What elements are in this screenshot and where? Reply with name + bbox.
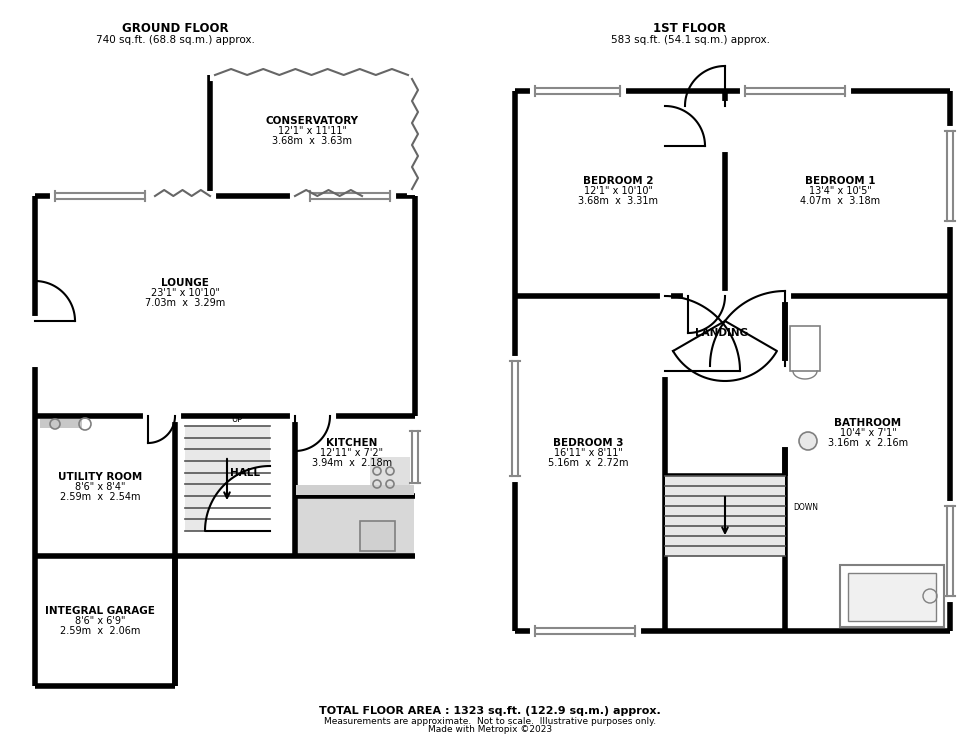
Text: 12'11" x 7'2": 12'11" x 7'2"	[320, 448, 383, 458]
Text: UP: UP	[231, 415, 243, 424]
Text: BEDROOM 3: BEDROOM 3	[553, 438, 623, 448]
Bar	[370, 457, 410, 492]
Text: LOUNGE: LOUNGE	[161, 278, 209, 288]
Bar	[360, 521, 395, 551]
Text: 23'1" x 10'10": 23'1" x 10'10"	[151, 288, 220, 298]
Text: TOTAL FLOOR AREA : 1323 sq.ft. (122.9 sq.m.) approx.: TOTAL FLOOR AREA : 1323 sq.ft. (122.9 sq…	[319, 706, 661, 716]
Text: KITCHEN: KITCHEN	[326, 438, 377, 448]
Text: 3.16m  x  2.16m: 3.16m x 2.16m	[828, 438, 908, 448]
Text: 12'1" x 11'11": 12'1" x 11'11"	[277, 126, 347, 136]
Polygon shape	[673, 321, 777, 381]
Text: 5.16m  x  2.72m: 5.16m x 2.72m	[548, 458, 628, 468]
Text: UTILITY ROOM: UTILITY ROOM	[58, 472, 142, 482]
Text: 8'6" x 8'4": 8'6" x 8'4"	[74, 482, 125, 492]
Bar	[185, 426, 270, 531]
Bar	[296, 497, 414, 555]
Text: 1ST FLOOR: 1ST FLOOR	[654, 23, 726, 35]
Bar	[296, 485, 414, 495]
Bar	[360, 521, 395, 551]
Text: GROUND FLOOR: GROUND FLOOR	[122, 23, 228, 35]
Circle shape	[799, 432, 817, 450]
Text: 3.68m  x  3.31m: 3.68m x 3.31m	[578, 196, 658, 206]
Bar	[790, 326, 820, 371]
Text: Made with Metropix ©2023: Made with Metropix ©2023	[428, 725, 552, 734]
Text: 12'1" x 10'10": 12'1" x 10'10"	[583, 186, 653, 196]
Text: 2.59m  x  2.54m: 2.59m x 2.54m	[60, 492, 140, 502]
Bar	[40, 419, 82, 428]
Text: CONSERVATORY: CONSERVATORY	[266, 116, 359, 126]
Text: BEDROOM 2: BEDROOM 2	[583, 176, 654, 186]
Text: HALL: HALL	[230, 468, 260, 478]
Text: 4.07m  x  3.18m: 4.07m x 3.18m	[800, 196, 880, 206]
Text: Measurements are approximate.  Not to scale.  Illustrative purposes only.: Measurements are approximate. Not to sca…	[324, 716, 656, 725]
Text: BATHROOM: BATHROOM	[834, 418, 902, 428]
Text: 3.94m  x  2.18m: 3.94m x 2.18m	[312, 458, 392, 468]
Text: INTEGRAL GARAGE: INTEGRAL GARAGE	[45, 606, 155, 616]
Text: 583 sq.ft. (54.1 sq.m.) approx.: 583 sq.ft. (54.1 sq.m.) approx.	[611, 35, 769, 45]
Polygon shape	[205, 466, 270, 531]
Bar	[210, 75, 410, 193]
Bar	[790, 326, 820, 371]
Bar	[848, 573, 936, 621]
Bar	[840, 565, 944, 627]
Text: 3.68m  x  3.63m: 3.68m x 3.63m	[272, 136, 352, 146]
Text: 10'4" x 7'1": 10'4" x 7'1"	[840, 428, 897, 438]
Text: 740 sq.ft. (68.8 sq.m.) approx.: 740 sq.ft. (68.8 sq.m.) approx.	[96, 35, 255, 45]
Text: 16'11" x 8'11": 16'11" x 8'11"	[554, 448, 622, 458]
Text: LANDING: LANDING	[696, 328, 749, 338]
Text: DOWN: DOWN	[793, 503, 818, 512]
Text: 13'4" x 10'5": 13'4" x 10'5"	[808, 186, 871, 196]
Bar	[840, 565, 944, 627]
Text: 8'6" x 6'9": 8'6" x 6'9"	[74, 616, 125, 626]
Text: 7.03m  x  3.29m: 7.03m x 3.29m	[145, 298, 225, 308]
Text: BEDROOM 1: BEDROOM 1	[805, 176, 875, 186]
Text: 2.59m  x  2.06m: 2.59m x 2.06m	[60, 626, 140, 636]
Bar	[665, 476, 785, 556]
